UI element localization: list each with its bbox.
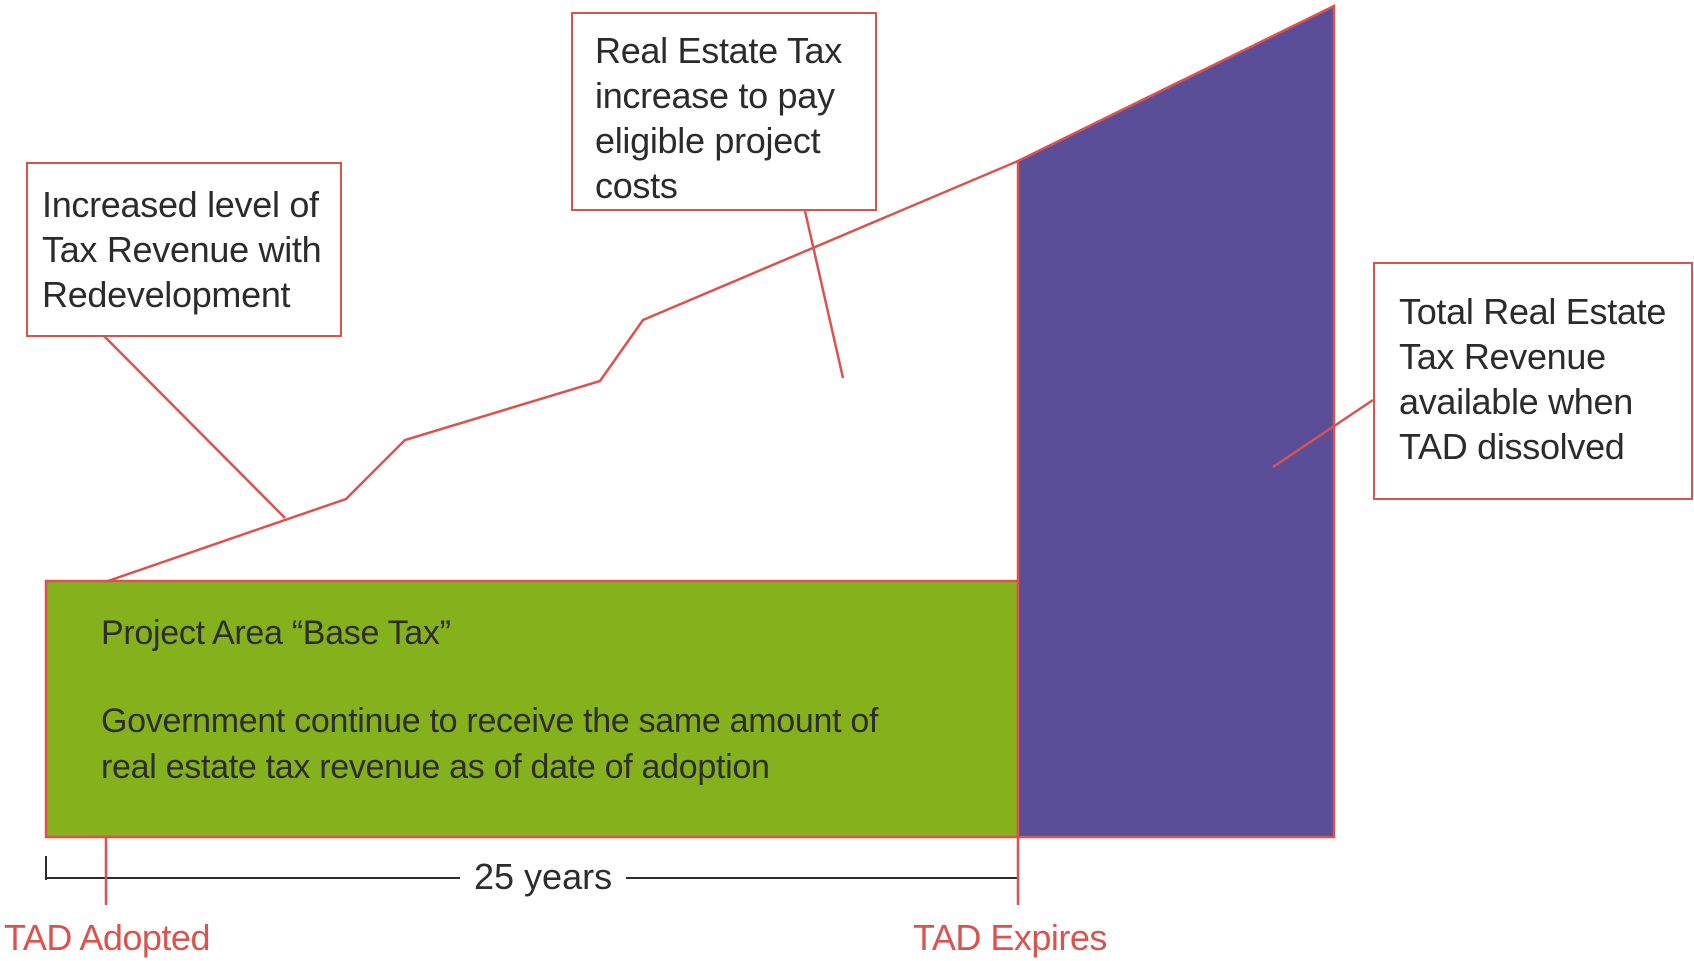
duration-label: 25 years — [460, 856, 627, 898]
callout-increased-revenue: Increased level of Tax Revenue with Rede… — [26, 162, 342, 337]
revenue-growth-line — [107, 159, 1019, 583]
leader-increased — [103, 335, 286, 519]
base-tax-area — [44, 579, 1020, 839]
base-tax-description: Government continue to receive the same … — [101, 702, 879, 786]
total-revenue-area — [1016, 3, 1336, 839]
callout-increase-to-pay: Real Estate Tax increase to pay eligible… — [571, 12, 877, 211]
tad-expires-label: TAD Expires — [913, 917, 1107, 958]
tad-adopted-label: TAD Adopted — [4, 917, 210, 958]
leader-total — [1272, 398, 1374, 469]
base-tax-title: Project Area “Base Tax” — [101, 614, 451, 652]
callout-total-revenue: Total Real Estate Tax Revenue available … — [1373, 262, 1693, 500]
leader-increase-pay — [803, 210, 845, 379]
